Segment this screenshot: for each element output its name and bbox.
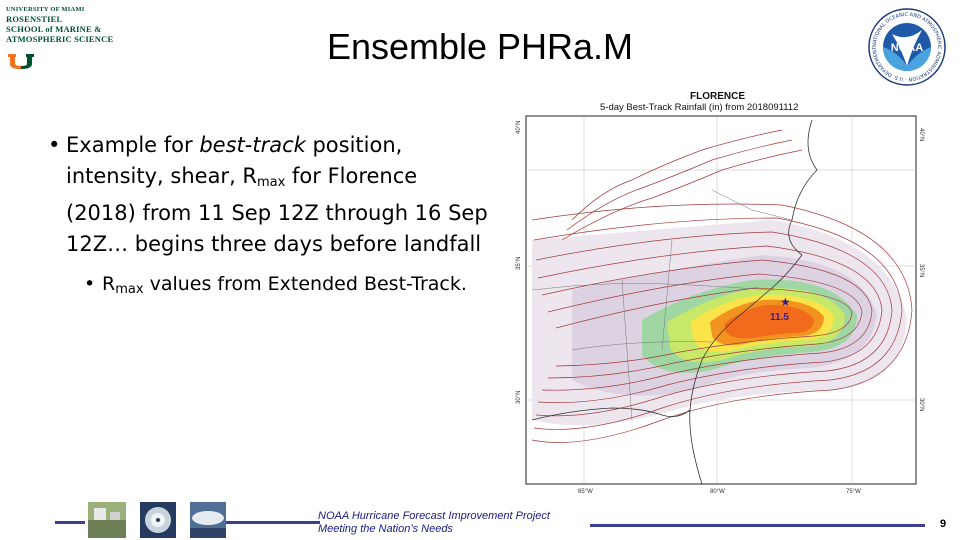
footer-line-1: NOAA Hurricane Forecast Improvement Proj… (318, 510, 550, 522)
bullet-main-text-2: position, intensity, shear, R (66, 133, 403, 188)
rainfall-shading (532, 220, 907, 426)
bullet-dot: • (48, 133, 61, 157)
bullet-secondary-subscript: max (115, 282, 144, 297)
page-number: 9 (940, 518, 947, 530)
hfip-thumbnail-1 (88, 502, 126, 538)
bullet-main-text-1: Example for (66, 133, 200, 157)
footer-line-2: Meeting the Nation’s Needs (318, 523, 453, 535)
noaa-logo-text: NOAA (891, 42, 923, 54)
lon-label-west: 85°W (578, 489, 593, 495)
bullet-secondary: • Rmax values from Extended Best-Track. (84, 270, 488, 304)
noaa-logo-icon: NATIONAL OCEANIC AND ATMOSPHERIC ADMINIS… (868, 8, 946, 86)
lat-label-left-south: 30°N (516, 391, 522, 404)
logo-line-4: ATMOSPHERIC SCIENCE (6, 34, 114, 44)
lat-label-right-north: 40°N (918, 128, 924, 141)
footer-rule-left (55, 521, 85, 524)
max-rainfall-label: 11.5 (770, 312, 789, 323)
footer-rule-right (590, 524, 925, 527)
logo-line-2: ROSENSTIEL (6, 14, 63, 24)
bullet-list: • Example for best-track position, inten… (48, 130, 488, 304)
slide-title: Ensemble PHRa.M (326, 26, 634, 67)
map-title: FLORENCE (690, 91, 745, 102)
footer-text: NOAA Hurricane Forecast Improvement Proj… (318, 510, 550, 536)
bullet-secondary-text-1: R (102, 273, 116, 295)
bullet-main-italic: best-track (199, 133, 306, 157)
bullet-dot: • (84, 273, 96, 295)
wind-swath-contours (531, 129, 913, 443)
rainfall-map: FLORENCE 5-day Best-Track Rainfall (in) … (512, 90, 926, 500)
university-of-miami-logo: UNIVERSITY OF MIAMI ROSENSTIEL SCHOOL of… (6, 6, 126, 69)
lat-label-right-mid: 35°N (918, 264, 924, 277)
bullet-main: • Example for best-track position, inten… (48, 130, 488, 260)
coastline (531, 119, 818, 485)
logo-line-3: SCHOOL of MARINE & (6, 24, 102, 34)
map-subtitle: 5-day Best-Track Rainfall (in) from 2018… (600, 102, 798, 113)
state-borders (531, 189, 793, 421)
lat-label-left-north: 40°N (516, 121, 522, 134)
lat-label-right-south: 30°N (918, 398, 924, 411)
logo-line-1: UNIVERSITY OF MIAMI (6, 6, 85, 13)
storm-center-star-icon: ★ (780, 295, 791, 309)
hurricane-satellite-thumbnail (140, 502, 176, 538)
bullet-main-subscript: max (257, 175, 286, 190)
footer-rule-middle (226, 521, 320, 524)
lat-label-left-mid: 35°N (516, 257, 522, 270)
um-u-icon (8, 54, 34, 69)
bullet-main-text-3: for Florence (2018) from 11 Sep 12Z thro… (66, 164, 488, 256)
lon-label-mid: 80°W (710, 489, 725, 495)
storm-clouds-thumbnail (190, 502, 226, 538)
lon-label-east: 75°W (846, 489, 861, 495)
bullet-secondary-text-2: values from Extended Best-Track. (143, 273, 467, 295)
